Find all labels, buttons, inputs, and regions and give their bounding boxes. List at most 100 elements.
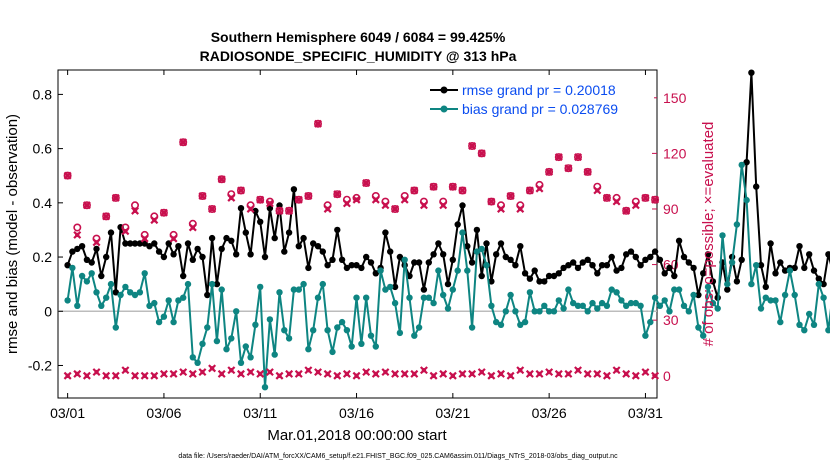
legend: rmse grand pr = 0.20018 bias grand pr = … — [426, 76, 654, 118]
obs-count-lower-point — [487, 371, 496, 380]
bias-point — [136, 289, 144, 296]
obs-evaluated-point — [468, 141, 477, 150]
bias-point — [608, 286, 615, 293]
obs-evaluated-point — [477, 149, 486, 158]
bias-point — [704, 283, 712, 291]
bias-point — [714, 305, 721, 312]
bias-point — [266, 316, 274, 323]
obs-count-lower-point — [82, 371, 91, 380]
obs-evaluated-point — [651, 195, 660, 204]
obs-evaluated-point — [150, 216, 159, 225]
rmse-point — [305, 264, 312, 272]
bias-point — [584, 308, 591, 315]
rmse-point — [675, 237, 683, 244]
bias-point — [348, 343, 355, 350]
y-tick-label-right: 90 — [663, 201, 679, 217]
rmse-point — [189, 256, 196, 263]
bias-point — [310, 327, 317, 334]
legend-rmse-marker — [440, 86, 448, 94]
rmse-point — [468, 259, 476, 266]
rmse-point — [570, 259, 577, 266]
x-tick-label: 03/11 — [243, 405, 277, 421]
rmse-point — [671, 272, 678, 280]
rmse-point — [131, 240, 139, 247]
rmse-point — [589, 262, 596, 269]
rmse-point — [493, 251, 500, 258]
rmse-point — [136, 240, 144, 247]
obs-possible-point — [102, 212, 111, 221]
obs-possible-point — [217, 175, 226, 184]
obs-possible-point — [82, 201, 91, 210]
obs-possible-point — [179, 138, 188, 147]
bias-point — [343, 327, 351, 334]
obs-evaluated-point — [419, 201, 428, 210]
bias-point — [363, 294, 370, 301]
bias-point — [146, 302, 153, 309]
bias-point — [733, 221, 741, 228]
rmse-point — [541, 278, 548, 285]
bias-point — [570, 299, 577, 307]
bias-point — [382, 286, 389, 293]
obs-count-lower-point — [208, 364, 217, 373]
rmse-point — [343, 264, 351, 272]
bias-point — [786, 267, 794, 274]
bias-point — [319, 280, 326, 288]
bias-point — [237, 359, 245, 366]
obs-possible-point — [304, 192, 313, 201]
rmse-point — [704, 251, 712, 258]
obs-possible-point — [468, 142, 477, 151]
obs-possible-point — [275, 206, 284, 215]
y-axis-label-right: # of obs: o=possible; ×=evaluated — [700, 122, 717, 347]
obs-count-lower-point — [497, 369, 505, 378]
rmse-point — [98, 272, 105, 280]
bias-point — [781, 291, 789, 299]
obs-count-lower-point — [198, 368, 207, 377]
bias-point — [69, 264, 76, 272]
obs-evaluated-point — [227, 193, 236, 202]
obs-count-lower-point — [535, 369, 544, 378]
obs-possible-point — [208, 205, 217, 214]
obs-count-lower-point — [294, 369, 303, 378]
rmse-point — [651, 248, 659, 255]
bias-point — [430, 299, 437, 307]
rmse-point — [815, 275, 822, 282]
rmse-point — [122, 240, 129, 247]
bias-point — [560, 305, 567, 312]
bias-point — [502, 308, 509, 315]
rmse-point — [488, 278, 495, 285]
x-axis-label: Mar.01,2018 00:00:00 start — [267, 427, 447, 444]
obs-evaluated-point — [314, 119, 322, 128]
bias-point — [415, 324, 423, 331]
rmse-point — [512, 262, 519, 269]
rmse-point — [738, 256, 745, 263]
bias-point — [122, 283, 129, 291]
rmse-point — [647, 253, 654, 261]
x-tick-label: 03/06 — [146, 405, 181, 421]
obs-count-lower-point — [169, 369, 178, 378]
rmse-point — [473, 226, 481, 234]
rmse-point — [324, 262, 331, 269]
obs-evaluated-point — [323, 205, 332, 213]
rmse-point — [165, 240, 172, 247]
bias-point — [449, 286, 456, 293]
y-tick-label-right: 120 — [663, 145, 687, 161]
bias-point — [531, 308, 538, 315]
rmse-point — [228, 237, 235, 244]
obs-possible-point — [198, 192, 207, 201]
bias-point — [406, 294, 413, 301]
bias-point — [377, 267, 384, 274]
obs-evaluated-point — [622, 206, 631, 215]
obs-evaluated-point — [516, 205, 525, 213]
bias-point — [175, 297, 182, 304]
rmse-point — [579, 259, 586, 266]
y-tick-label-left: 0.6 — [33, 141, 53, 157]
rmse-point — [584, 256, 591, 263]
rmse-point — [310, 240, 317, 247]
rmse-point — [574, 264, 582, 272]
obs-evaluated-point — [400, 195, 409, 204]
bias-point — [78, 272, 86, 280]
obs-count-lower-point — [150, 371, 159, 380]
obs-count-lower-point — [439, 369, 448, 378]
rmse-point — [155, 248, 163, 255]
rmse-point — [497, 240, 505, 247]
